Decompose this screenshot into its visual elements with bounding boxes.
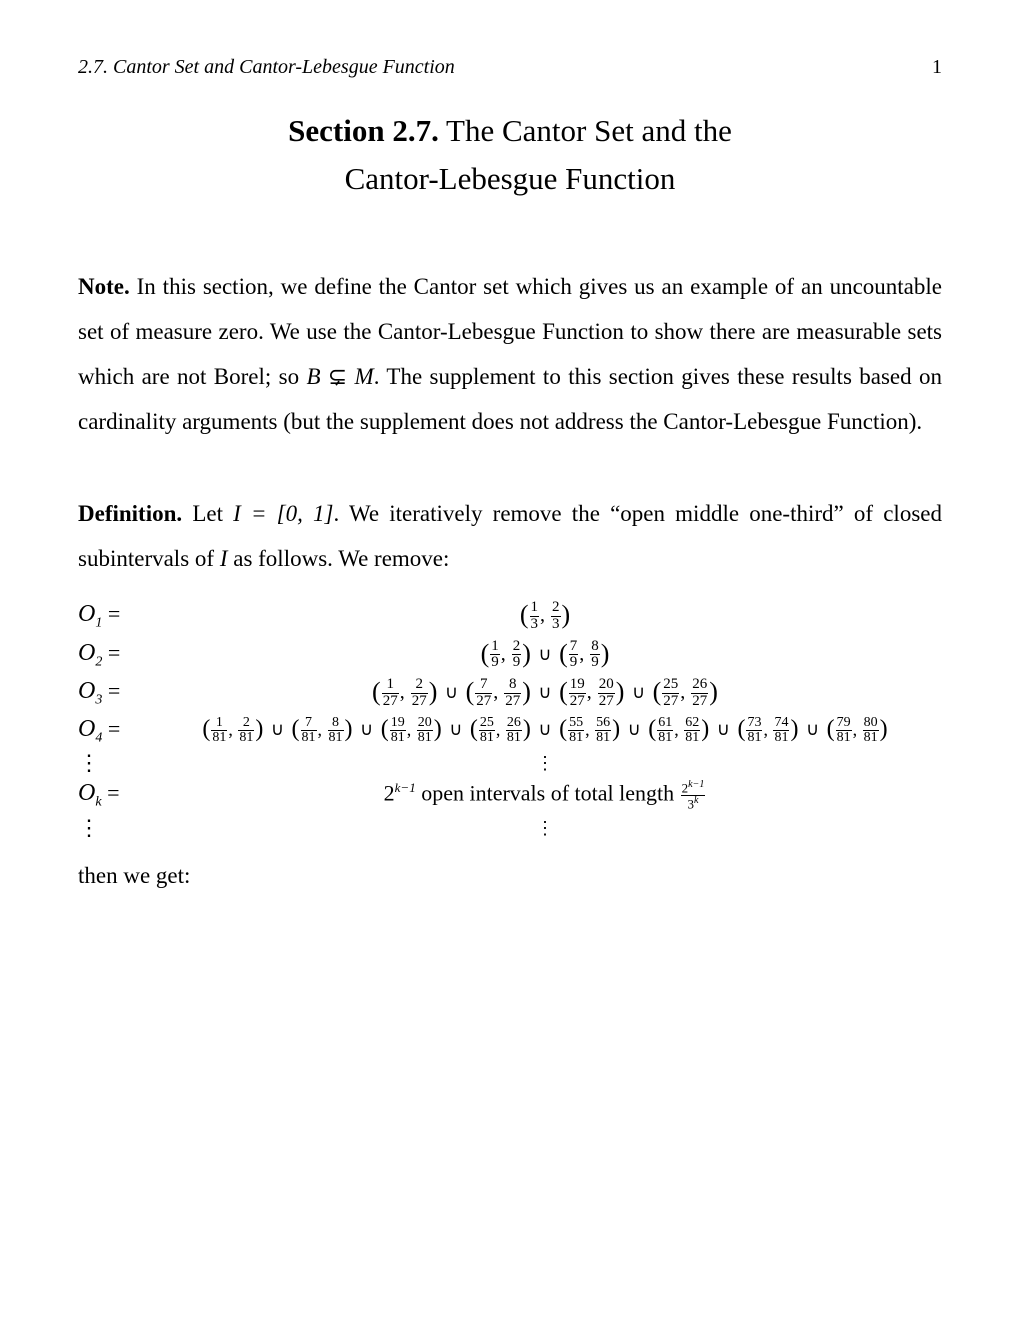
gen-exp1: k−1: [395, 780, 416, 795]
then-we-get: then we get:: [78, 863, 942, 889]
eq-row-vdots-2: ⋮ ⋮: [78, 817, 942, 839]
running-title: 2.7. Cantor Set and Cantor-Lebesgue Func…: [78, 56, 455, 79]
def-I-eq: I = [0, 1]: [233, 501, 333, 526]
title-line-2: Cantor-Lebesgue Function: [345, 161, 676, 196]
def-body-pre: Let: [182, 501, 233, 526]
eq-lhs-2: O2 =: [78, 640, 148, 670]
title-rest-1: The Cantor Set and the: [439, 113, 732, 148]
vdots-lhs-1: ⋮: [78, 752, 148, 774]
cal-B: B: [306, 364, 320, 389]
note-label: Note.: [78, 274, 130, 299]
cal-M: M: [355, 364, 374, 389]
eq-row-general: Ok = 2k−1 open intervals of total length…: [78, 780, 942, 811]
eq-rhs-4: (181, 281) ∪ (781, 881) ∪ (1981, 2081) ∪…: [148, 716, 942, 746]
eq-rhs-2: (19, 29) ∪ (79, 89): [148, 639, 942, 672]
eq-lhs-1: O1 =: [78, 601, 148, 631]
eq-rhs-3: (127, 227) ∪ (727, 827) ∪ (1927, 2027) ∪…: [148, 677, 942, 710]
eq-lhs-3: O3 =: [78, 678, 148, 708]
page: 2.7. Cantor Set and Cantor-Lebesgue Func…: [0, 0, 1020, 1320]
gen-mid: open intervals of total length: [416, 781, 680, 806]
cal-O-k: O: [78, 780, 95, 806]
eq-lhs-k: Ok =: [78, 780, 148, 810]
subsetneq-symbol: ⊊: [321, 364, 355, 389]
eq-rhs-k: 2k−1 open intervals of total length 2k−1…: [148, 780, 942, 811]
eq-row-3: O3 =(127, 227) ∪ (727, 827) ∪ (1927, 202…: [78, 677, 942, 710]
note-paragraph: Note. In this section, we define the Can…: [78, 265, 942, 444]
eq-row-vdots-1: ⋮ ⋮: [78, 752, 942, 774]
eq-row-1: O1 =(13, 23): [78, 600, 942, 633]
def-body-post: as follows. We remove:: [227, 546, 449, 571]
vdots-rhs-1: ⋮: [148, 754, 942, 772]
gen-frac: 2k−13k: [680, 780, 707, 811]
gen-pre: 2: [384, 781, 395, 806]
page-number: 1: [932, 56, 942, 79]
eq-lhs-4: O4 =: [78, 716, 148, 746]
eq-row-2: O2 =(19, 29) ∪ (79, 89): [78, 639, 942, 672]
section-label: Section 2.7.: [288, 113, 439, 148]
eq-row-4: O4 =(181, 281) ∪ (781, 881) ∪ (1981, 208…: [78, 716, 942, 746]
eq-rhs-1: (13, 23): [148, 600, 942, 633]
section-title: Section 2.7. The Cantor Set and the Cant…: [78, 107, 942, 203]
equation-list: O1 =(13, 23)O2 =(19, 29) ∪ (79, 89)O3 =(…: [78, 600, 942, 839]
running-header: 2.7. Cantor Set and Cantor-Lebesgue Func…: [78, 56, 942, 79]
vdots-lhs-2: ⋮: [78, 817, 148, 839]
definition-label: Definition.: [78, 501, 182, 526]
eq-sign-k: =: [102, 780, 120, 805]
vdots-rhs-2: ⋮: [148, 819, 942, 837]
definition-paragraph: Definition. Let I = [0, 1]. We iterative…: [78, 492, 942, 582]
